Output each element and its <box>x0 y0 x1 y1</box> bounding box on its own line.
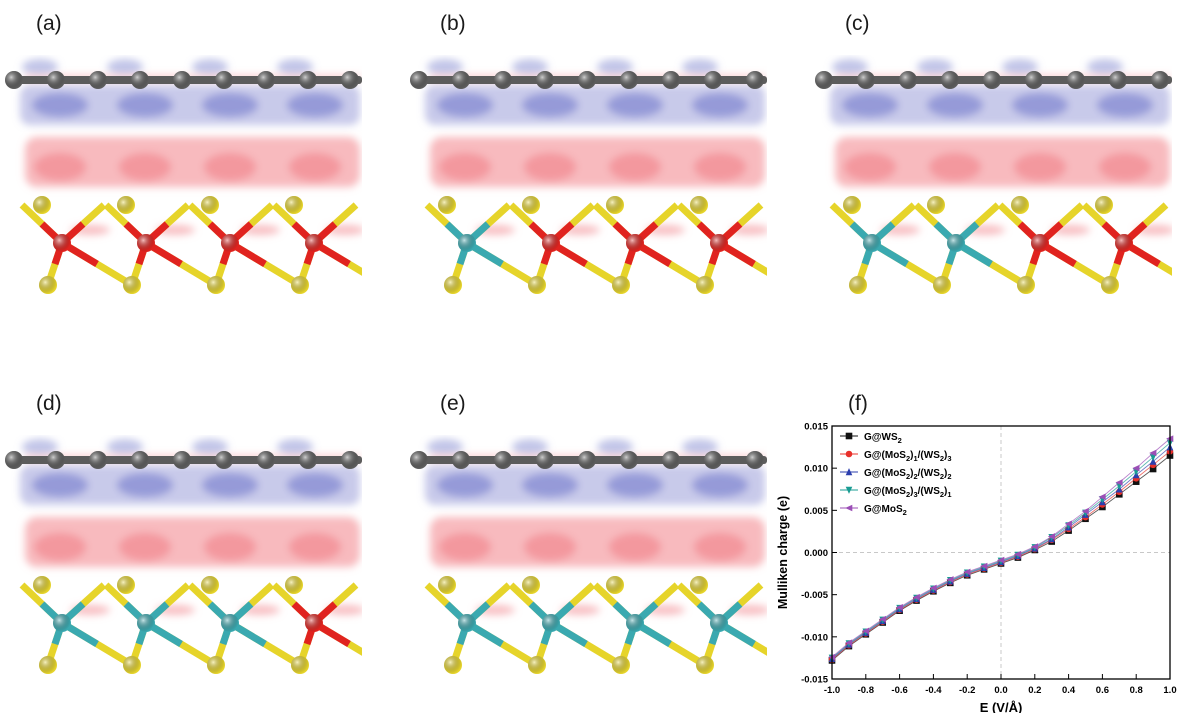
data-point <box>878 615 886 623</box>
legend-entry: G@(MoS2)2/(WS2)2 <box>840 468 952 481</box>
panel-label-d: (d) <box>36 392 62 415</box>
data-point <box>1115 479 1123 486</box>
structure-panel-e <box>405 435 767 680</box>
series-5 <box>828 435 1174 661</box>
legend-entry: G@(MoS2)3/(WS2)1 <box>840 486 952 499</box>
structure-panel-a <box>0 55 362 300</box>
data-point <box>1132 478 1140 485</box>
dichalcogenide-layer <box>424 196 767 294</box>
data-point <box>980 562 988 570</box>
graphene-layer <box>5 451 362 469</box>
x-tick-label: 0.8 <box>1130 685 1143 696</box>
legend-label: G@WS2 <box>864 432 902 445</box>
legend-label: G@(MoS2)1/(WS2)3 <box>864 450 952 463</box>
x-axis-label: E (V/Å) <box>980 700 1023 713</box>
legend-label: G@MoS2 <box>864 504 907 517</box>
x-tick-label: -1.0 <box>824 685 840 696</box>
data-point <box>1149 457 1157 465</box>
x-tick-label: 0.0 <box>994 685 1007 696</box>
dichalcogenide-layer <box>19 196 362 294</box>
legend-entry: G@MoS2 <box>840 504 907 517</box>
y-tick-label: -0.010 <box>801 632 828 643</box>
legend-label: G@(MoS2)3/(WS2)1 <box>864 486 952 499</box>
data-point <box>861 627 870 635</box>
y-tick-label: -0.005 <box>801 590 829 601</box>
legend-entry: G@(MoS2)1/(WS2)3 <box>840 450 952 463</box>
data-point <box>1014 550 1022 558</box>
charge-depletion-region <box>20 59 360 125</box>
structure-panel-d <box>0 435 362 680</box>
x-tick-label: 0.4 <box>1062 685 1076 696</box>
legend: G@WS2 G@(MoS2)1/(WS2)3 G@(MoS2)2/(WS2)2 G@(… <box>840 432 952 517</box>
x-tick-label: -0.2 <box>959 685 975 696</box>
data-point <box>912 593 920 601</box>
data-point <box>1149 453 1157 462</box>
structure-panel-b <box>405 55 767 300</box>
graphene-layer <box>5 71 362 89</box>
graphene-layer <box>410 451 767 469</box>
graphene-layer <box>815 71 1172 89</box>
charge-depletion-region <box>425 439 765 505</box>
panel-label-e: (e) <box>440 392 466 415</box>
graphene-layer <box>410 71 767 89</box>
x-tick-label: -0.4 <box>925 685 942 696</box>
x-tick-label: 0.6 <box>1096 685 1109 696</box>
dichalcogenide-layer <box>424 576 767 674</box>
panel-label-c: (c) <box>845 12 870 35</box>
x-tick-label: -0.8 <box>858 685 874 696</box>
charge-depletion-region <box>20 439 360 505</box>
charge-depletion-region <box>425 59 765 125</box>
dichalcogenide-layer <box>19 576 362 674</box>
structure-panel-c <box>810 55 1172 300</box>
y-tick-label: 0.015 <box>804 422 828 433</box>
y-tick-label: 0.010 <box>804 464 828 475</box>
panel-label-a: (a) <box>36 12 62 35</box>
panel-label-f: (f) <box>848 392 868 415</box>
data-point <box>1098 493 1106 501</box>
mulliken-charge-chart: -1.0 -0.8 -0.6 -0.4 -0.2 0.0 0.2 0.4 0.6 0.8 1.0 -0… <box>770 410 1185 716</box>
x-tick-label: 1.0 <box>1163 685 1176 696</box>
data-point <box>997 556 1005 564</box>
x-tick-label: 0.2 <box>1028 685 1041 696</box>
y-tick-label: -0.015 <box>801 675 829 686</box>
dichalcogenide-layer <box>829 196 1172 294</box>
y-tick-label: 0.005 <box>804 506 828 517</box>
data-point <box>946 576 954 583</box>
panel-label-b: (b) <box>440 12 466 35</box>
data-point <box>1081 507 1089 515</box>
legend-entry: G@WS2 <box>840 432 902 445</box>
charge-depletion-region <box>830 59 1170 125</box>
data-point <box>1149 449 1157 457</box>
data-point <box>1064 520 1072 528</box>
data-point <box>1149 465 1157 473</box>
data-point <box>963 568 971 576</box>
x-tick-label: -0.6 <box>891 685 907 696</box>
data-point <box>1030 543 1039 550</box>
data-point <box>929 584 937 592</box>
data-point <box>1132 464 1140 472</box>
legend-label: G@(MoS2)2/(WS2)2 <box>864 468 952 481</box>
data-point <box>845 639 853 647</box>
y-tick-label: 0.000 <box>804 548 828 559</box>
data-point <box>1047 533 1055 540</box>
data-point <box>895 604 903 611</box>
y-axis-label: Mulliken charge (e) <box>776 496 790 609</box>
